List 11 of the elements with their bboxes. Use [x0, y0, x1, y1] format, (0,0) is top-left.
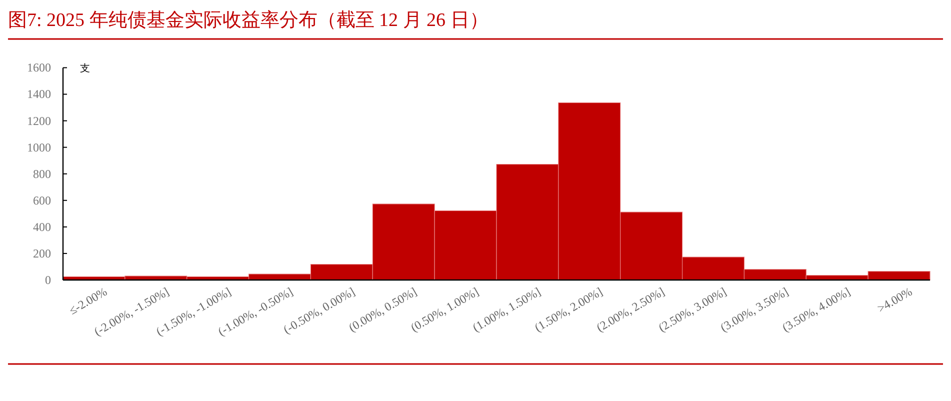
chart-title: 图7: 2025 年纯债基金实际收益率分布（截至 12 月 26 日）	[8, 9, 488, 31]
y-tick-label: 1400	[27, 87, 51, 102]
y-axis-title: 支	[80, 62, 90, 75]
y-tick-label: 1600	[27, 60, 51, 75]
y-tick-label: 400	[33, 220, 51, 234]
y-tick-label: 1000	[27, 140, 51, 154]
y-tick-label: 1200	[27, 114, 51, 128]
y-tick-label: 800	[33, 166, 51, 181]
y-tick-label: 600	[33, 193, 51, 208]
y-tick-label: 200	[33, 246, 51, 260]
y-tick-label: 0	[45, 273, 51, 287]
